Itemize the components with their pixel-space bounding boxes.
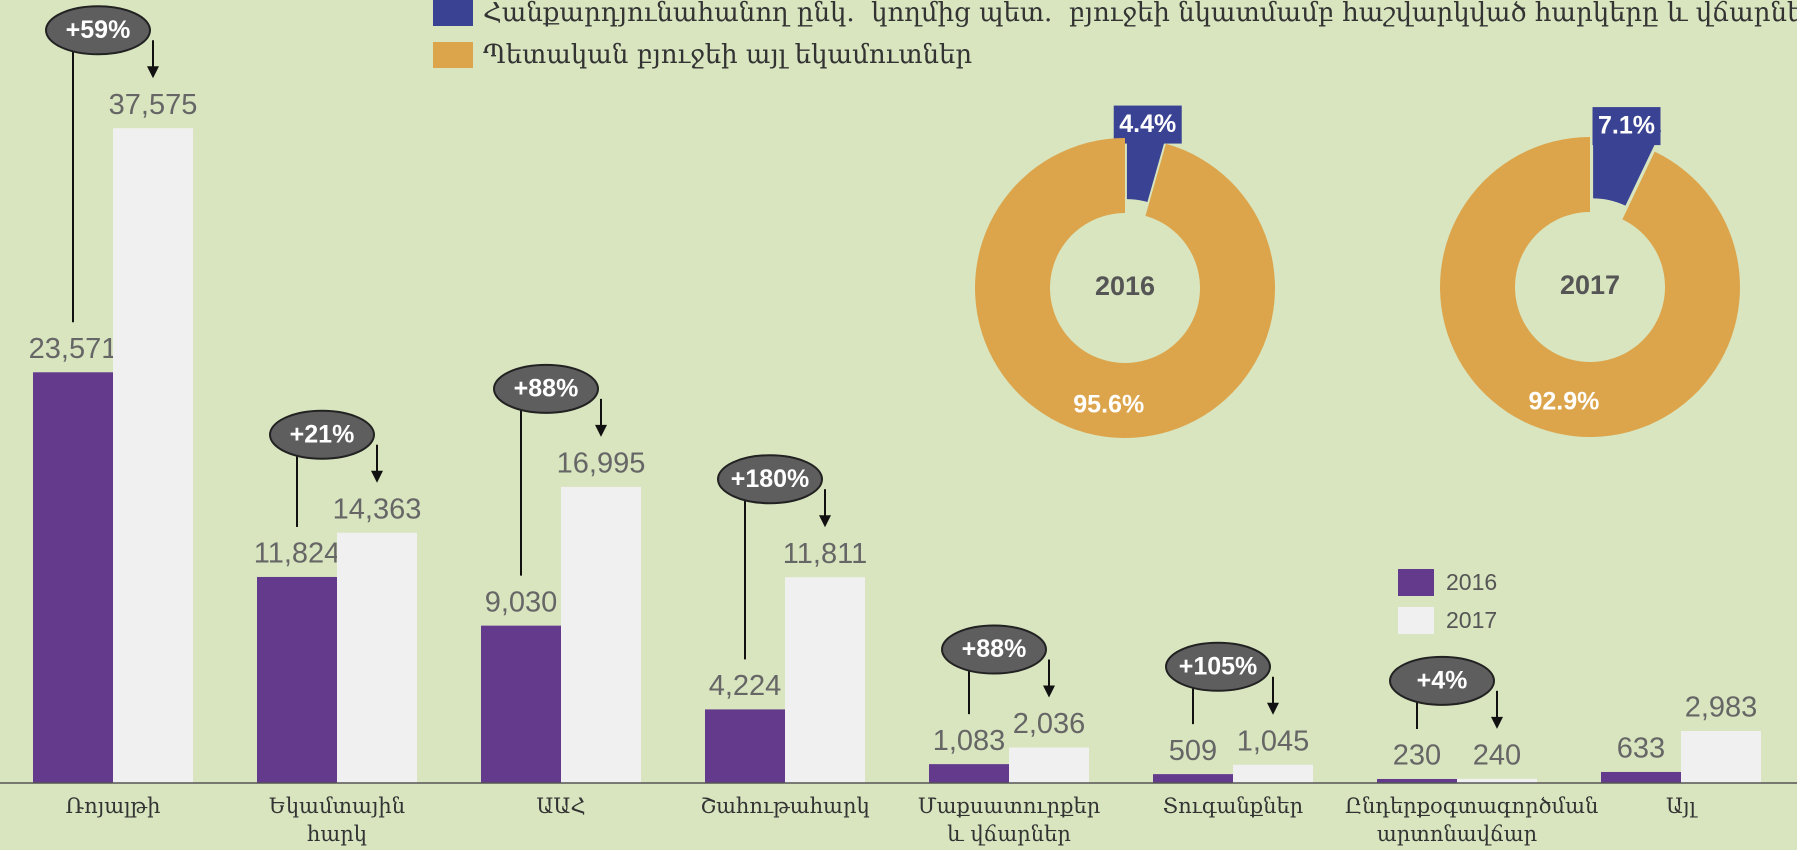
donut-center-label: 2016	[1095, 271, 1155, 301]
legend-label: Պետական բյուջեի այլ եկամուտներ	[483, 40, 972, 70]
change-badge	[1165, 641, 1271, 692]
category-label: ԱԱՀ	[536, 794, 586, 818]
value-label: 14,363	[333, 493, 422, 525]
bar	[1153, 774, 1233, 783]
bar	[705, 709, 785, 783]
change-badge	[45, 5, 151, 56]
category-label: Եկամտային հարկ	[268, 794, 406, 846]
bar	[785, 577, 865, 783]
value-label: 240	[1473, 739, 1521, 771]
change-label: +105%	[1179, 652, 1258, 680]
value-label: 2,983	[1685, 692, 1758, 724]
value-label: 23,571	[29, 333, 118, 365]
change-label: +180%	[731, 465, 810, 493]
arrow-head	[147, 66, 159, 79]
value-label: 509	[1169, 735, 1217, 767]
bar	[1681, 731, 1761, 783]
category-label: Այլ	[1666, 794, 1696, 818]
change-label: +21%	[290, 420, 355, 448]
legend-swatch	[433, 0, 473, 26]
slice-label: 7.1%	[1598, 112, 1655, 140]
value-label: 1,083	[933, 725, 1006, 757]
bar	[481, 625, 561, 783]
change-label: +88%	[962, 635, 1027, 663]
bar	[929, 764, 1009, 783]
change-label: +4%	[1417, 666, 1468, 694]
bar	[337, 532, 417, 783]
legend-swatch	[433, 42, 473, 68]
legend-label: 2017	[1446, 607, 1497, 633]
donut-slice	[1440, 137, 1741, 437]
category-label: Ռոյալթի	[65, 794, 161, 818]
bar	[1233, 764, 1313, 783]
value-label: 11,811	[783, 538, 867, 570]
slice-label-box	[1592, 107, 1661, 146]
change-label: +59%	[66, 16, 131, 44]
bar	[1601, 771, 1681, 783]
bar	[1377, 778, 1457, 783]
category-label: Մաքսատուրքեր և վճարներ	[917, 794, 1101, 846]
legend-swatch	[1398, 569, 1434, 596]
slice-label: 4.4%	[1119, 110, 1176, 138]
change-label: +88%	[514, 374, 579, 402]
legend-label: 2016	[1446, 569, 1497, 595]
change-badge	[1389, 655, 1495, 706]
change-badge	[717, 454, 823, 505]
category-label: Ընդերքօգտագործման արտոնավճար	[1345, 794, 1599, 846]
category-label: Տուգանքներ	[1162, 794, 1304, 818]
donut-center-label: 2017	[1560, 270, 1620, 300]
value-label: 4,224	[709, 670, 782, 702]
slice-label-box	[1113, 105, 1182, 144]
value-label: 2,036	[1013, 708, 1086, 740]
donut-slice	[975, 138, 1276, 438]
arrow-head	[1043, 685, 1055, 698]
bar	[1457, 778, 1537, 783]
arrow-head	[819, 515, 831, 528]
value-label: 1,045	[1237, 725, 1310, 757]
value-label: 37,575	[109, 89, 198, 121]
value-label: 9,030	[485, 586, 558, 618]
bar	[113, 128, 193, 784]
category-label: Շահութահարկ	[700, 794, 870, 818]
bar	[561, 486, 641, 783]
value-label: 16,995	[557, 448, 646, 480]
bar	[1009, 747, 1089, 783]
change-badge	[269, 409, 375, 460]
arrow-head	[1267, 702, 1279, 715]
arrow-head	[1491, 716, 1503, 729]
arrow-head	[595, 424, 607, 437]
value-label: 633	[1617, 733, 1665, 765]
slice-label: 92.9%	[1528, 388, 1599, 416]
legend-label: Հանքարդյունահանող ընկ. կողմից պետ. բյուջ…	[483, 0, 1797, 28]
value-label: 11,824	[254, 538, 341, 570]
change-badge	[941, 624, 1047, 675]
bar	[257, 576, 337, 783]
arrow-head	[371, 470, 383, 483]
change-badge	[493, 363, 599, 414]
legend-swatch	[1398, 607, 1434, 634]
slice-label: 95.6%	[1073, 390, 1144, 418]
value-label: 230	[1393, 740, 1441, 772]
bar	[33, 372, 113, 783]
